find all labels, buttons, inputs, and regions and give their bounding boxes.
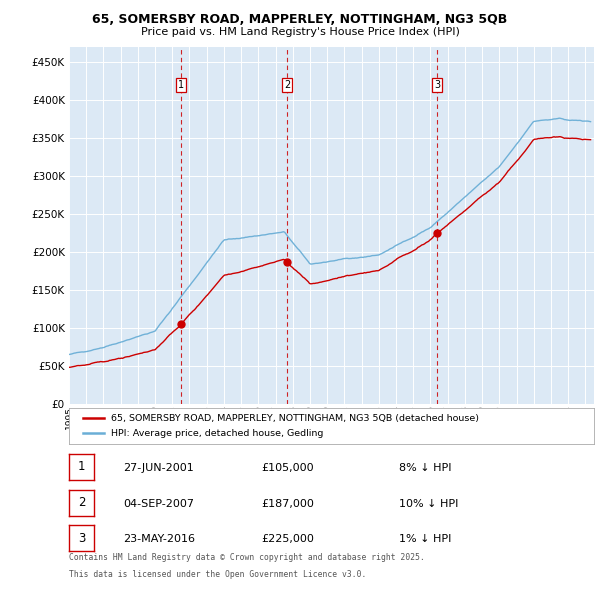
Text: £225,000: £225,000 bbox=[261, 535, 314, 544]
Text: 2: 2 bbox=[284, 80, 290, 90]
Text: 2: 2 bbox=[78, 496, 85, 509]
Text: 65, SOMERSBY ROAD, MAPPERLEY, NOTTINGHAM, NG3 5QB: 65, SOMERSBY ROAD, MAPPERLEY, NOTTINGHAM… bbox=[92, 13, 508, 26]
Text: £187,000: £187,000 bbox=[261, 499, 314, 509]
Text: 3: 3 bbox=[434, 80, 440, 90]
Text: 1: 1 bbox=[78, 460, 85, 473]
Text: 10% ↓ HPI: 10% ↓ HPI bbox=[399, 499, 458, 509]
Text: 04-SEP-2007: 04-SEP-2007 bbox=[123, 499, 194, 509]
Text: 3: 3 bbox=[78, 532, 85, 545]
Text: £105,000: £105,000 bbox=[261, 463, 314, 473]
Text: 1: 1 bbox=[178, 80, 184, 90]
Legend: 65, SOMERSBY ROAD, MAPPERLEY, NOTTINGHAM, NG3 5QB (detached house), HPI: Average: 65, SOMERSBY ROAD, MAPPERLEY, NOTTINGHAM… bbox=[79, 411, 483, 441]
Text: 23-MAY-2016: 23-MAY-2016 bbox=[123, 535, 195, 544]
Text: 1% ↓ HPI: 1% ↓ HPI bbox=[399, 535, 451, 544]
Text: Contains HM Land Registry data © Crown copyright and database right 2025.: Contains HM Land Registry data © Crown c… bbox=[69, 553, 425, 562]
Text: 8% ↓ HPI: 8% ↓ HPI bbox=[399, 463, 452, 473]
Text: Price paid vs. HM Land Registry's House Price Index (HPI): Price paid vs. HM Land Registry's House … bbox=[140, 27, 460, 37]
Text: 27-JUN-2001: 27-JUN-2001 bbox=[123, 463, 194, 473]
Text: This data is licensed under the Open Government Licence v3.0.: This data is licensed under the Open Gov… bbox=[69, 571, 367, 579]
